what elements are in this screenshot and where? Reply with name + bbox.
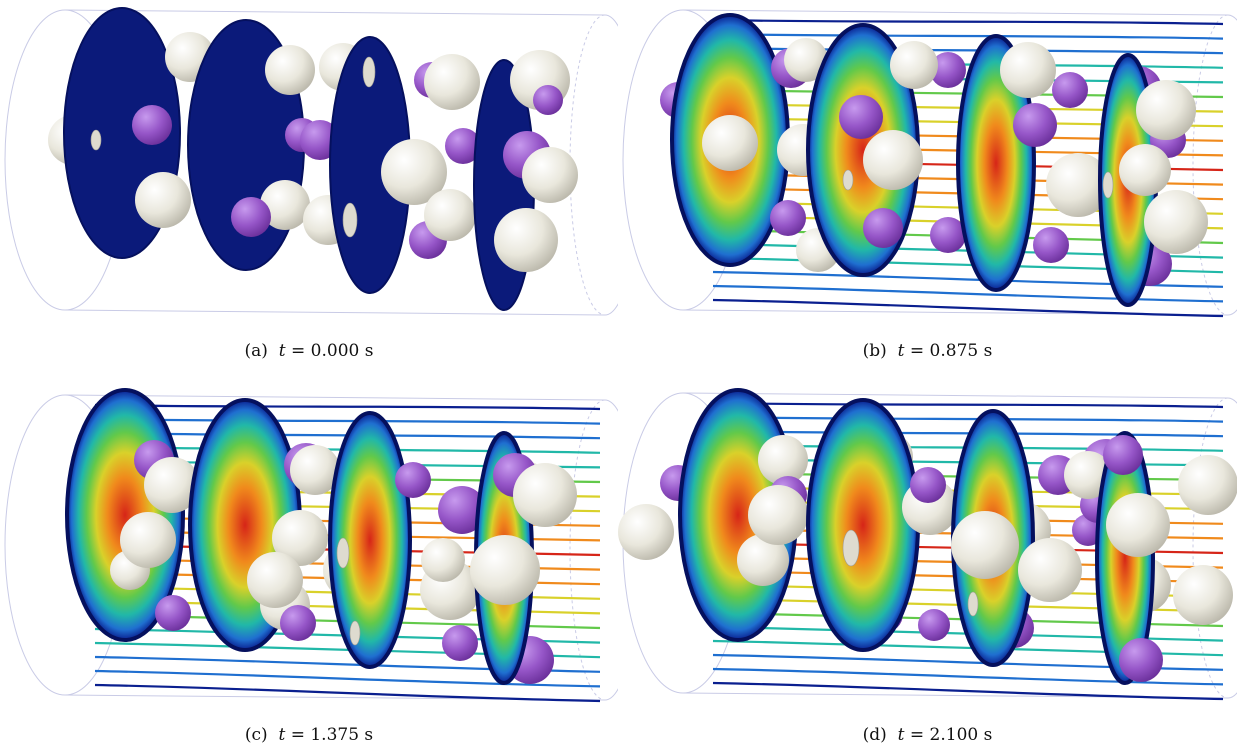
particle-small [280, 605, 316, 641]
particle-large [247, 552, 303, 608]
slice-hole [91, 130, 101, 150]
caption-a: (a) t = 0.000 s [0, 341, 618, 361]
particle-small [910, 467, 946, 503]
caption-c: (c) t = 1.375 s [0, 725, 618, 745]
particle-small [1052, 72, 1088, 108]
particle-small [155, 595, 191, 631]
particle-large [1136, 80, 1196, 140]
particle-small [1013, 103, 1057, 147]
particle-small [918, 609, 950, 641]
particle-small [839, 95, 883, 139]
particle-large [513, 463, 577, 527]
panel-c-render [0, 375, 618, 710]
streamline [713, 286, 1223, 301]
streamline [95, 405, 600, 409]
panel-b-render [618, 0, 1237, 330]
panel-c: (c) t = 1.375 s [0, 375, 618, 751]
slice-2 [808, 400, 918, 650]
particle-large [1173, 565, 1233, 625]
particle-large [1119, 144, 1171, 196]
particle-large [1144, 190, 1208, 254]
particle-large [120, 512, 176, 568]
particle-large [522, 147, 578, 203]
particle-large [1000, 42, 1056, 98]
streamline [713, 417, 1223, 422]
particle-small [1119, 638, 1163, 682]
particle-large [863, 130, 923, 190]
particle-large [890, 41, 938, 89]
slice-hole [843, 530, 859, 566]
particle-small [231, 197, 271, 237]
particle-large [424, 54, 480, 110]
particle-large [1018, 538, 1082, 602]
particle-large [135, 172, 191, 228]
particle-small [132, 105, 172, 145]
panel-b: (b) t = 0.875 s [618, 0, 1237, 375]
particle-large [494, 208, 558, 272]
particle-large [470, 535, 540, 605]
particle-large [1178, 455, 1237, 515]
streamline [713, 34, 1223, 39]
slice-hole [968, 592, 978, 616]
slice-hole [350, 621, 360, 645]
slice-hole [343, 203, 357, 237]
streamline [713, 300, 1223, 316]
particle-small [770, 200, 806, 236]
particle-large [702, 115, 758, 171]
particle-small [1103, 435, 1143, 475]
particle-small [533, 85, 563, 115]
panel-a: (a) t = 0.000 s [0, 0, 618, 375]
particle-large [1106, 493, 1170, 557]
streamline [713, 20, 1223, 24]
streamline [713, 403, 1223, 407]
particle-small [863, 208, 903, 248]
particle-large [424, 189, 476, 241]
streamline [95, 685, 600, 701]
panel-a-render [0, 0, 618, 330]
streamline [95, 419, 600, 424]
panel-d: (d) t = 2.100 s [618, 375, 1237, 751]
particle-small [395, 462, 431, 498]
slice-hole [363, 57, 375, 87]
panel-d-render [618, 375, 1237, 710]
slice-hole [337, 538, 349, 568]
particle-large [748, 485, 808, 545]
particle-small [1033, 227, 1069, 263]
caption-d: (d) t = 2.100 s [618, 725, 1237, 745]
streamline [713, 683, 1223, 699]
particle-large [421, 538, 465, 582]
caption-b: (b) t = 0.875 s [618, 341, 1237, 361]
particle-large [618, 504, 674, 560]
particle-large [951, 511, 1019, 579]
slice-hole [843, 170, 853, 190]
particle-small [442, 625, 478, 661]
particle-large [265, 45, 315, 95]
slice-hole [1103, 172, 1113, 198]
